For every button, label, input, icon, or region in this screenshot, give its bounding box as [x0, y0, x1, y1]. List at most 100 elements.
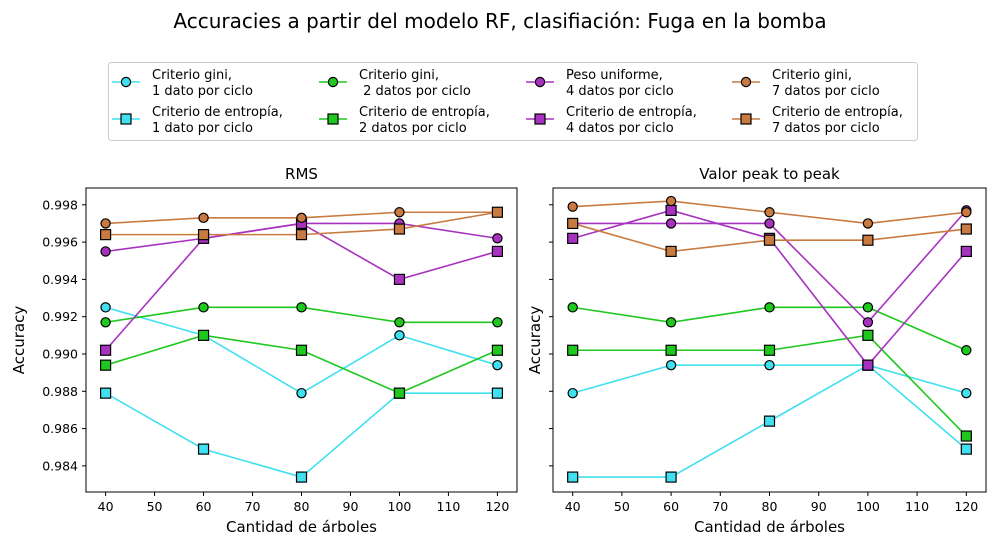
x-tick-label: 60 [196, 499, 212, 514]
legend-entry-criterio-gini-7-datos-por-ciclo: Criterio gini, 7 datos por ciclo [732, 68, 880, 99]
legend-entry-criterio-gini-1-dato-por-ciclo: Criterio gini, 1 dato por ciclo [112, 68, 253, 99]
legend-marker [534, 76, 546, 88]
panel-title: Valor peak to peak [699, 165, 840, 183]
panel-peak-to-peak: Valor peak to peak 40 50 60 70 80 90 100 110 120 C… [526, 165, 987, 536]
x-tick-label: 40 [98, 499, 114, 514]
legend-entry-criterio-de-entropia-2-datos-por-ciclo: Criterio de entropía, 2 datos por ciclo [319, 105, 490, 136]
data-point [960, 430, 972, 442]
legend-marker [534, 113, 546, 125]
data-point [665, 204, 677, 216]
data-point [567, 232, 579, 244]
series-criterio-gini-7-datos-por-ciclo [567, 195, 972, 229]
data-point [665, 471, 677, 483]
data-point [197, 229, 210, 241]
data-point [393, 223, 406, 235]
data-point [491, 245, 504, 258]
series-line [105, 392, 498, 478]
x-tick-label: 40 [565, 499, 581, 514]
data-point [394, 207, 405, 218]
x-tick-label: 100 [388, 499, 412, 514]
data-point [763, 234, 776, 246]
data-point [100, 246, 111, 257]
data-point [100, 218, 111, 229]
data-point [862, 302, 874, 313]
data-point [665, 344, 677, 356]
x-tick-label: 60 [663, 499, 679, 514]
series-criterio-de-entropia-7-datos-por-ciclo [99, 206, 504, 241]
data-point [394, 317, 405, 328]
series-criterio-de-entropia-2-datos-por-ciclo [567, 329, 972, 442]
legend-label: Criterio de entropía, 7 datos por ciclo [772, 105, 903, 136]
series-line [105, 334, 498, 395]
series-line [104, 222, 498, 351]
legend-entry-criterio-de-entropia-7-datos-por-ciclo: Criterio de entropía, 7 datos por ciclo [732, 105, 903, 136]
legend-marker [120, 76, 132, 88]
data-point [862, 218, 874, 229]
x-tick-label: 90 [343, 499, 359, 514]
y-tick-label: 0.996 [42, 235, 78, 250]
series-line [572, 306, 967, 351]
y-tick-label: 0.984 [42, 458, 78, 473]
data-point [99, 229, 112, 241]
data-point [296, 302, 307, 313]
x-tick-label: 90 [811, 499, 827, 514]
x-tick-label: 80 [294, 499, 310, 514]
y-tick-label: 0.988 [42, 384, 78, 399]
data-point [960, 245, 972, 258]
x-tick-label: 70 [245, 499, 261, 514]
x-tick-label: 100 [856, 499, 880, 514]
data-point [961, 345, 972, 356]
legend-label: Criterio de entropía, 1 dato por ciclo [152, 105, 283, 136]
y-tick-label: 0.998 [42, 197, 78, 212]
data-point [665, 195, 677, 207]
data-point [763, 415, 776, 427]
data-point [763, 344, 776, 356]
data-point [764, 302, 775, 313]
legend-label: Criterio gini, 2 datos por ciclo [359, 68, 471, 99]
data-point [764, 359, 775, 371]
panel-title: RMS [285, 165, 318, 183]
x-axis-label: Cantidad de árboles [226, 518, 377, 536]
series-criterio-de-entropia-7-datos-por-ciclo [567, 217, 972, 258]
series-criterio-gini-2-datos-por-ciclo [567, 302, 972, 356]
legend-label: Criterio de entropía, 4 datos por ciclo [566, 105, 697, 136]
x-tick-label: 120 [485, 499, 509, 514]
legend-frame [108, 62, 918, 141]
data-point [567, 302, 578, 313]
data-point [862, 234, 874, 246]
data-point [961, 387, 972, 399]
series-criterio-gini-7-datos-por-ciclo [100, 207, 503, 229]
series-criterio-gini-2-datos-por-ciclo [100, 302, 503, 328]
legend-entry-criterio-de-entropia-4-datos-por-ciclo: Criterio de entropía, 4 datos por ciclo [526, 105, 697, 136]
data-point [296, 387, 307, 399]
data-point [665, 245, 677, 258]
data-point [567, 471, 579, 483]
data-point [862, 359, 874, 371]
data-point [665, 317, 677, 328]
data-point [100, 302, 111, 313]
data-point [492, 317, 503, 328]
data-point [198, 302, 209, 313]
x-tick-label: 80 [762, 499, 778, 514]
legend-entry-criterio-de-entropia-1-dato-por-ciclo: Criterio de entropía, 1 dato por ciclo [112, 105, 283, 136]
data-point [197, 329, 210, 341]
data-point [295, 471, 308, 483]
data-point [295, 344, 308, 356]
x-tick-label: 50 [614, 499, 630, 514]
data-point [665, 359, 677, 371]
data-point [491, 344, 504, 356]
data-point [394, 330, 405, 341]
y-axis-label: Accuracy [526, 306, 544, 375]
legend-marker [120, 113, 132, 125]
data-point [491, 206, 504, 218]
data-point [99, 344, 112, 356]
y-axis-label: Accuracy [10, 306, 28, 375]
legend-entry-peso-uniforme-4-datos-por-ciclo: Peso uniforme, 4 datos por ciclo [526, 68, 674, 99]
data-point [567, 201, 578, 212]
x-tick-label: 110 [905, 499, 929, 514]
data-point [764, 218, 775, 229]
legend-entry-criterio-gini-2-datos-por-ciclo: Criterio gini, 2 datos por ciclo [319, 68, 471, 99]
panel-rms: RMS 40 50 60 70 80 90 100 110 120 0.984 0.986 0.988 0… [10, 165, 518, 536]
series-criterio-de-entropia-2-datos-por-ciclo [99, 329, 504, 399]
data-point [960, 443, 972, 455]
